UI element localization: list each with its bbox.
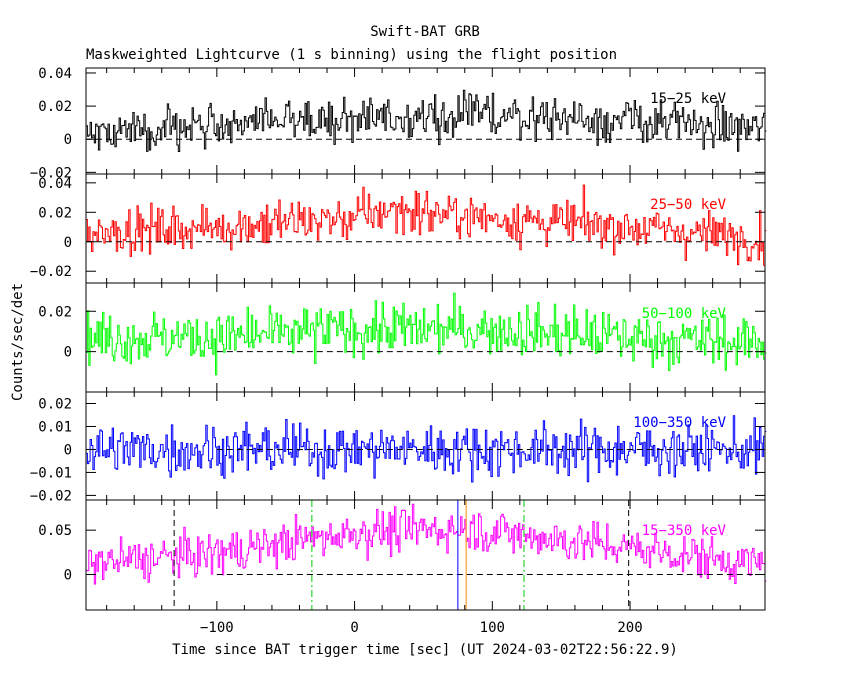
- x-tick-label-2: 100: [480, 620, 505, 636]
- band-label-2: 50−100 keV: [642, 306, 727, 322]
- band-label-0: 15−25 keV: [650, 91, 726, 107]
- y-tick-label-1-3: 0.04: [38, 176, 72, 192]
- y-tick-label-3-3: 0.01: [38, 419, 72, 435]
- lightcurve-series-0: [86, 89, 767, 152]
- band-label-1: 25−50 keV: [650, 197, 726, 213]
- panels-group: −0.02 0 0.02 0.04 15−25 keV −0.02 0 0.02 0.04 25−…: [30, 66, 767, 636]
- lightcurve-series-2: [86, 292, 767, 376]
- panel-frame-4: [85, 499, 766, 611]
- band-label-3: 100−350 keV: [633, 415, 726, 431]
- panel-frame-1: [85, 173, 766, 284]
- x-axis-label: Time since BAT trigger time [sec] (UT 20…: [172, 642, 678, 658]
- x-tick-label-3: 200: [617, 620, 642, 636]
- y-tick-label-3-0: −0.02: [30, 488, 72, 504]
- lightcurve-series-1: [86, 184, 767, 266]
- lightcurve-series-3: [86, 415, 767, 483]
- y-tick-label-3-4: 0.02: [38, 396, 72, 412]
- y-tick-label-0-1: 0: [64, 132, 72, 148]
- y-tick-label-1-2: 0.02: [38, 205, 72, 221]
- lightcurve-series-4: [86, 503, 767, 585]
- y-tick-label-2-0: 0: [64, 345, 72, 361]
- y-tick-label-3-2: 0: [64, 442, 72, 458]
- y-tick-label-1-1: 0: [64, 235, 72, 251]
- y-tick-label-0-2: 0.02: [38, 99, 72, 115]
- y-axis-label: Counts/sec/det: [10, 283, 26, 401]
- x-tick-label-0: −100: [200, 620, 234, 636]
- x-tick-label-1: 0: [350, 620, 358, 636]
- chart-subtitle: Maskweighted Lightcurve (1 s binning) us…: [86, 47, 617, 63]
- y-tick-label-0-3: 0.04: [38, 66, 72, 82]
- y-tick-label-4-1: 0.05: [38, 523, 72, 539]
- y-tick-label-3-1: −0.01: [30, 465, 72, 481]
- chart-title: Swift-BAT GRB: [370, 24, 480, 40]
- band-label-4: 15−350 keV: [642, 523, 727, 539]
- y-tick-label-0-0: −0.02: [30, 165, 72, 181]
- y-tick-label-4-0: 0: [64, 568, 72, 584]
- y-tick-label-1-0: −0.02: [30, 264, 72, 280]
- y-tick-label-2-1: 0.02: [38, 304, 72, 320]
